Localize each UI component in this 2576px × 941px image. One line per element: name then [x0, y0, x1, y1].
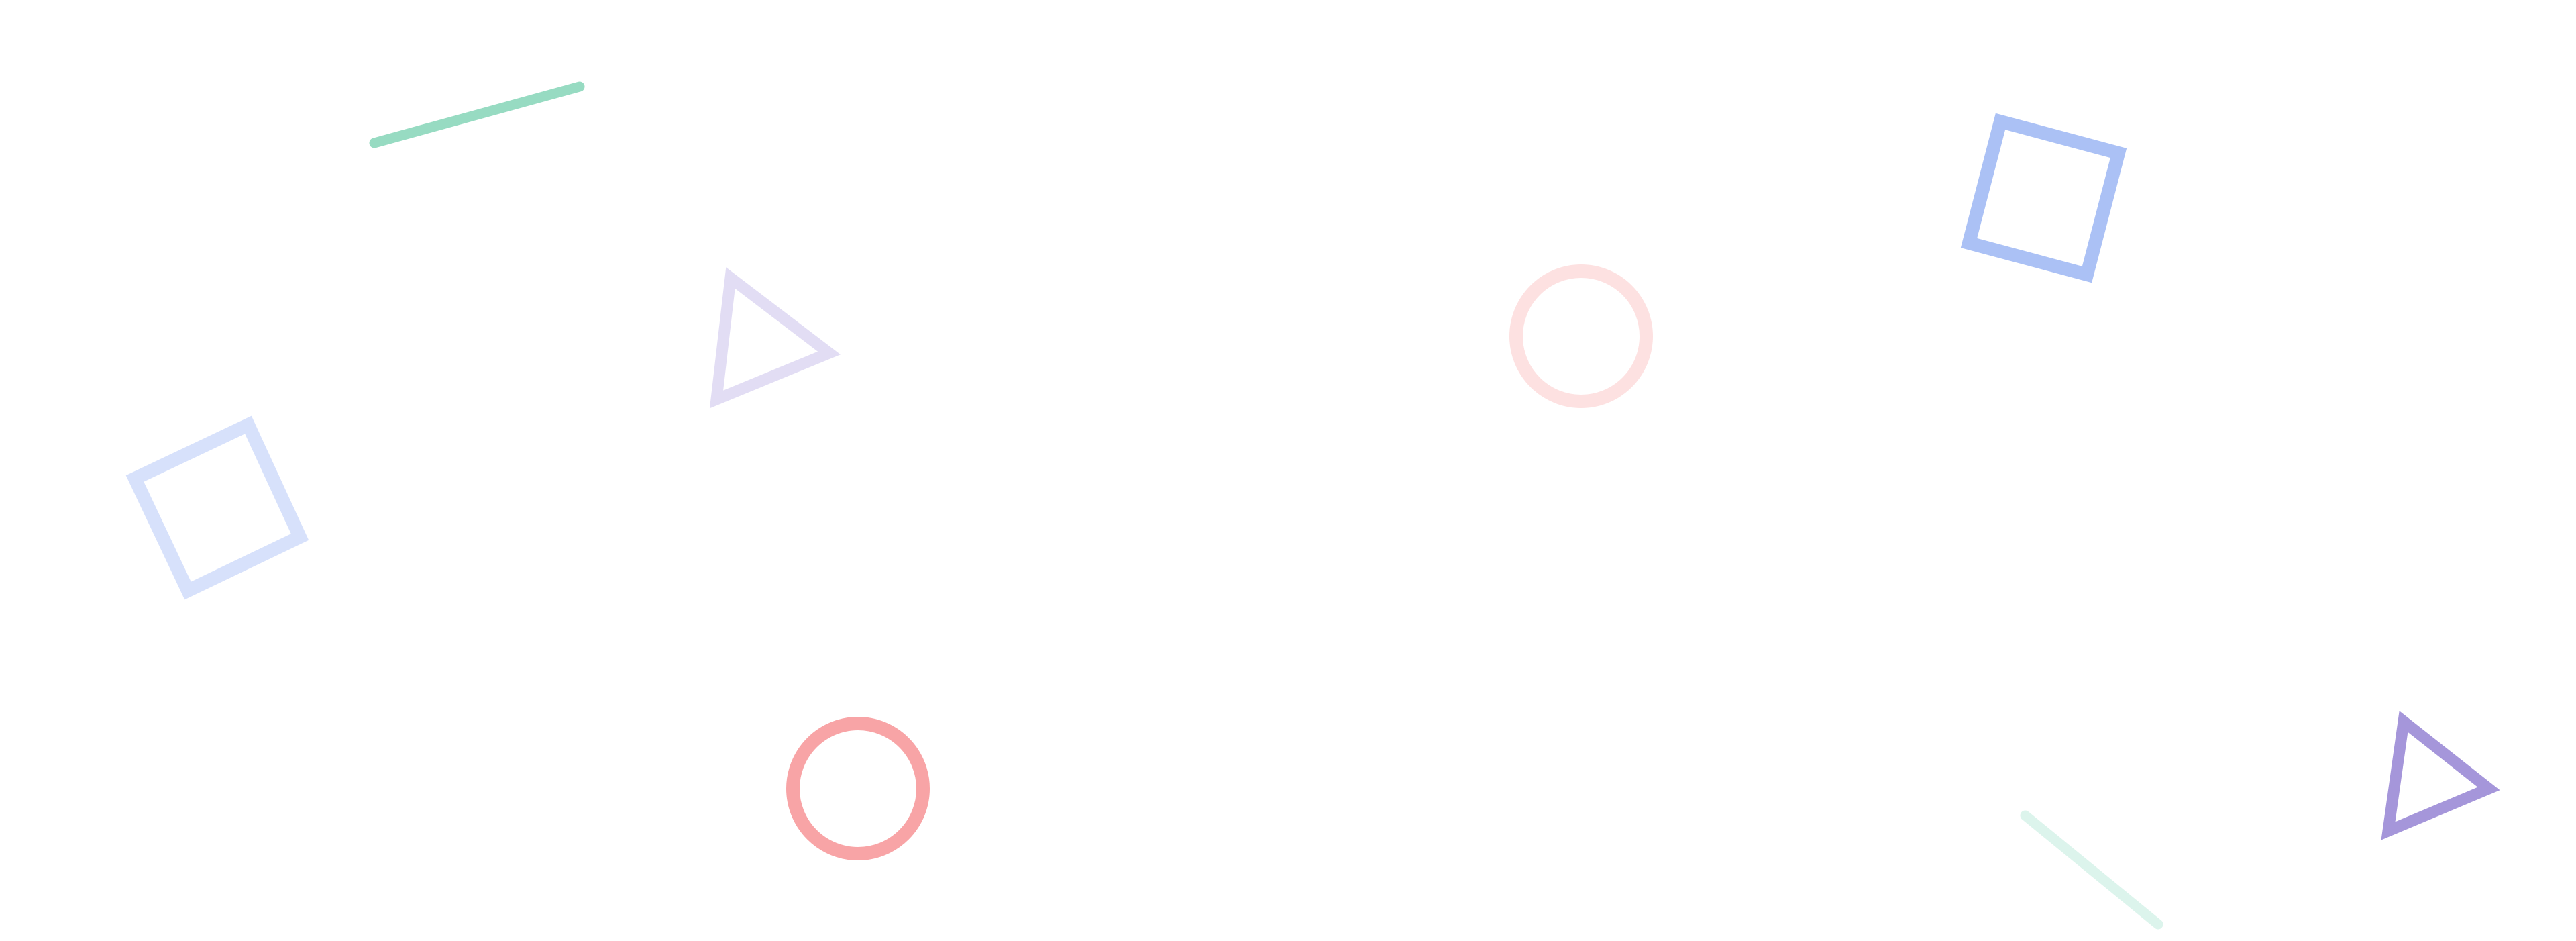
mint-line-shape: [2020, 810, 2163, 930]
light-pink-circle-shape: [1509, 264, 1653, 408]
purple-triangle-shape: [2381, 711, 2500, 840]
green-line-shape: [369, 81, 585, 148]
blue-square-shape: [1960, 113, 2127, 283]
coral-circle-shape: [786, 717, 930, 860]
light-blue-square-shape: [125, 415, 309, 600]
lavender-triangle-shape: [709, 267, 841, 409]
